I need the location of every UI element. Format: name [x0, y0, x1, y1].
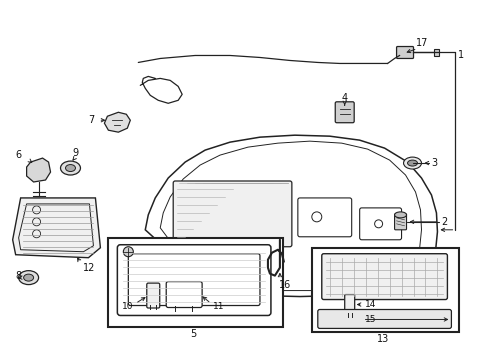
Text: 16: 16	[278, 280, 290, 289]
Polygon shape	[104, 112, 130, 132]
Text: 1: 1	[457, 50, 464, 60]
Bar	[433, 49, 439, 57]
FancyBboxPatch shape	[335, 102, 353, 123]
FancyBboxPatch shape	[317, 310, 450, 328]
Text: 12: 12	[82, 263, 95, 273]
FancyBboxPatch shape	[359, 208, 401, 240]
FancyBboxPatch shape	[396, 46, 413, 58]
FancyBboxPatch shape	[117, 245, 270, 315]
Polygon shape	[26, 158, 50, 182]
Text: 9: 9	[72, 148, 79, 158]
FancyBboxPatch shape	[344, 294, 354, 315]
Text: 14: 14	[364, 300, 375, 309]
FancyBboxPatch shape	[146, 283, 160, 308]
Polygon shape	[13, 198, 100, 258]
Text: 4: 4	[341, 93, 347, 103]
Ellipse shape	[19, 271, 39, 285]
Bar	[311, 248, 458, 332]
Text: 13: 13	[376, 334, 388, 345]
FancyBboxPatch shape	[173, 181, 291, 247]
FancyBboxPatch shape	[394, 214, 406, 230]
Ellipse shape	[61, 161, 81, 175]
Ellipse shape	[23, 274, 34, 281]
FancyBboxPatch shape	[128, 254, 260, 306]
Text: 5: 5	[190, 329, 196, 339]
Circle shape	[123, 247, 133, 257]
Text: 8: 8	[16, 271, 21, 281]
FancyBboxPatch shape	[166, 282, 202, 307]
FancyBboxPatch shape	[321, 254, 447, 300]
Text: 6: 6	[16, 150, 21, 160]
Ellipse shape	[403, 157, 421, 169]
Text: 7: 7	[88, 115, 95, 125]
Ellipse shape	[407, 160, 417, 166]
Text: 10: 10	[122, 302, 133, 311]
Ellipse shape	[65, 165, 75, 171]
Ellipse shape	[394, 212, 406, 218]
Text: 15: 15	[364, 315, 375, 324]
Text: 11: 11	[213, 302, 224, 311]
Text: 3: 3	[430, 158, 437, 168]
Text: 2: 2	[441, 217, 447, 227]
FancyBboxPatch shape	[297, 198, 351, 237]
Bar	[108, 238, 283, 328]
Text: 17: 17	[415, 37, 427, 48]
